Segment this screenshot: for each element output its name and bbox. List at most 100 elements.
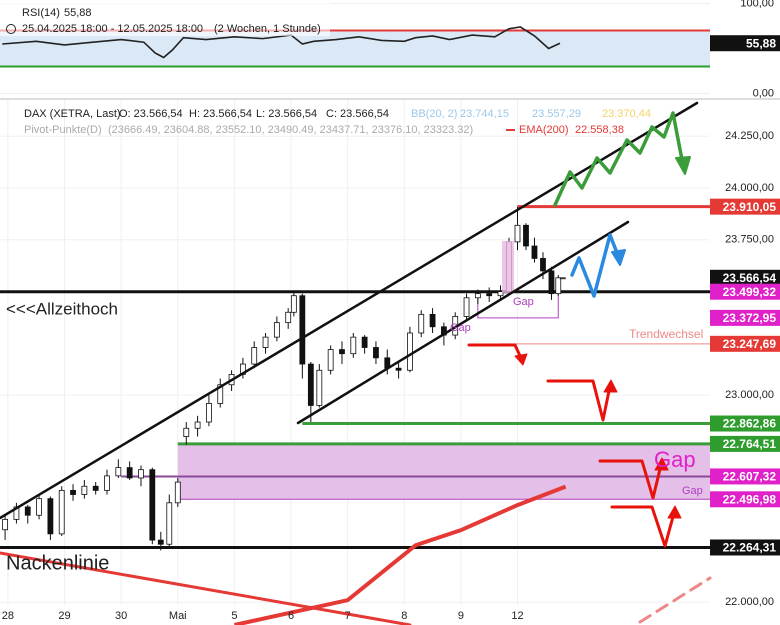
x-tick-label: 6: [288, 610, 294, 622]
legend-bb: BB(20, 2): [411, 108, 457, 120]
y-tick-label: 24.000,00: [725, 182, 774, 194]
legend-ema: EMA(200): [519, 124, 569, 136]
legend-title: RSI(14): [22, 7, 60, 19]
candle-body: [350, 336, 357, 355]
legend-bg: [0, 2, 330, 36]
candle-body: [299, 295, 306, 365]
red-arrow: [598, 459, 663, 500]
candle-body: [157, 539, 164, 545]
candle-body: [183, 427, 190, 437]
candle-body: [290, 295, 297, 313]
candle-body: [316, 369, 323, 406]
price-badge: 23.566,54: [710, 269, 780, 286]
arrow-head: [611, 249, 626, 266]
candle-body: [149, 469, 156, 541]
badge-label: 22.496,98: [723, 492, 777, 506]
badge-label: 23.910,05: [723, 200, 777, 214]
badge-bg: [710, 198, 780, 215]
red-arrow: [467, 343, 523, 360]
badge-bg: [710, 491, 780, 508]
price-badge: 23.247,69: [710, 335, 780, 352]
trend-channel-lower: [296, 220, 630, 425]
red-arrow: [546, 379, 612, 422]
candle-body: [217, 384, 224, 404]
badge-bg: [710, 35, 780, 52]
price-badge: 22.607,32: [710, 468, 780, 485]
x-tick-label: Mai: [169, 610, 187, 622]
legend-value: 55,88: [64, 7, 92, 19]
candle-body: [2, 518, 8, 531]
candle-body: [548, 270, 555, 295]
legend-ohlc: H: 23.566,54: [189, 108, 252, 120]
badge-label: 55,88: [746, 36, 776, 50]
badge-label: 23.372,95: [723, 311, 777, 325]
y-tick-label: 24.250,00: [725, 130, 774, 142]
annotation: Gap: [682, 485, 703, 497]
candle-body: [339, 349, 345, 355]
x-tick-label: 30: [115, 610, 127, 622]
candle-body: [47, 498, 54, 535]
legend-bb: 23.370,44: [602, 108, 651, 120]
candle-body: [138, 469, 144, 479]
period: 25.04.2025 18:00 - 12.05.2025 18:00: [22, 23, 203, 35]
legend-ohlc: C: 23.566,54: [326, 108, 389, 120]
candle-body: [395, 367, 402, 371]
candle-body: [474, 293, 481, 299]
red-arrow: [610, 505, 676, 548]
badge-label: 23.247,69: [723, 337, 777, 351]
rsi-line: [2, 26, 561, 59]
candle-body: [104, 475, 110, 491]
candle-body: [486, 293, 493, 297]
legend-ema: 22.558,38: [575, 124, 624, 136]
annotations: <<<Allzeithoch Nackenlinie Gap Gap Gap G…: [6, 296, 703, 574]
gap-zone: [177, 443, 711, 500]
arrow-head: [667, 505, 682, 519]
price-badge: 23.910,05: [710, 198, 780, 215]
annotation: Gap: [450, 322, 471, 334]
legend-pivot: Pivot-Punkte(D): [24, 124, 102, 136]
annotation: <<<Allzeithoch: [6, 299, 118, 318]
x-tick-label: 8: [401, 610, 407, 622]
badge-label: 22.862,86: [723, 417, 777, 431]
legend-bb: 23.557,29: [532, 108, 581, 120]
annotation: Gap: [513, 296, 534, 308]
green-path: [553, 111, 685, 207]
badge-label: 22.607,32: [723, 470, 777, 484]
candle-body: [24, 506, 31, 516]
price-panel: [0, 100, 711, 625]
candle-body: [251, 347, 258, 365]
price-badge: 22.764,51: [710, 435, 780, 452]
legend: RSI(14) 55,88 25.04.2025 18:00 - 12.05.2…: [0, 2, 651, 136]
candle-body: [174, 481, 181, 504]
badge-label: 23.499,32: [723, 285, 777, 299]
price-badge: 22.264,31: [710, 539, 780, 556]
arrow-head: [654, 457, 669, 471]
price-badge: 23.499,32: [710, 283, 780, 300]
badge-bg: [710, 415, 780, 432]
candle-body: [555, 277, 562, 295]
candle-body: [407, 332, 413, 371]
x-tick-label: 29: [58, 610, 70, 622]
legend-pivot: (23666.49, 23604.88, 23552.10, 23490.49,…: [108, 124, 473, 136]
candle-body: [273, 322, 280, 338]
badge-bg: [710, 539, 780, 556]
badge-bg: [710, 468, 780, 485]
candle-body: [126, 467, 133, 479]
candle-body: [327, 349, 334, 371]
price-badge: 55,88: [710, 35, 780, 52]
legend-title: DAX (XETRA, Last): [24, 108, 121, 120]
candle-body: [523, 224, 529, 247]
annotation: Gap: [654, 447, 696, 472]
y-tick-label: 100,00: [740, 0, 774, 9]
candle-body: [92, 485, 99, 491]
x-tick-label: 28: [2, 610, 14, 622]
blue-path: [570, 233, 621, 298]
badge-label: 22.264,31: [723, 541, 777, 555]
candle-body: [514, 224, 521, 243]
legend-ohlc: L: 23.566,54: [256, 108, 317, 120]
candle-body: [58, 489, 65, 535]
badge-bg: [710, 335, 780, 352]
candle-body: [262, 336, 269, 348]
arrow-head: [675, 156, 691, 175]
